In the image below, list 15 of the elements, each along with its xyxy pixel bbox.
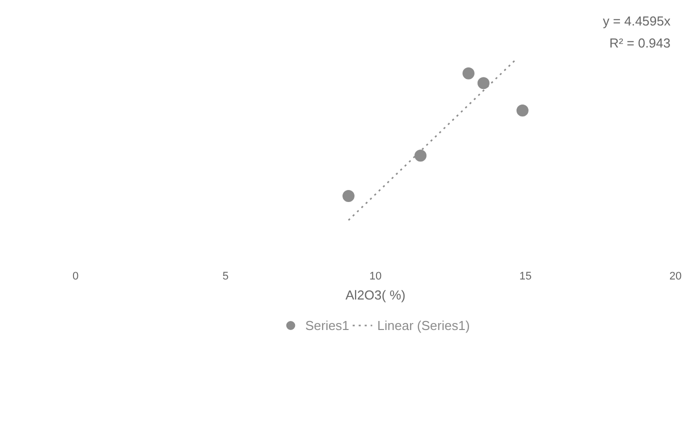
x-axis-title: Al2O3( %) [346, 288, 406, 302]
x-tick-label: 15 [519, 270, 532, 282]
x-tick-label: 20 [669, 270, 682, 282]
x-tick-label: 0 [72, 270, 79, 282]
x-tick-label: 5 [222, 270, 229, 282]
point [462, 67, 474, 80]
text: R² = 0.943 [609, 36, 671, 50]
point [478, 77, 490, 90]
point [414, 150, 426, 162]
text: y = 4.4595x [602, 14, 671, 28]
point [516, 104, 528, 116]
x-tick-label: 10 [369, 270, 382, 282]
legend-label: Series1 [305, 318, 350, 332]
point [342, 190, 354, 202]
legend-label: Linear (Series1) [377, 318, 470, 332]
